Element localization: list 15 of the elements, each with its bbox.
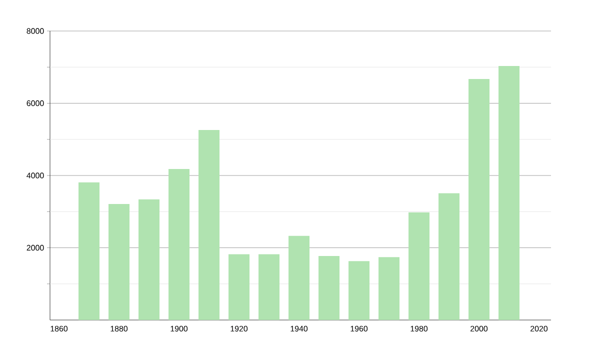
bar — [168, 169, 190, 320]
bar — [288, 236, 310, 320]
bar — [318, 256, 340, 320]
bar — [78, 182, 100, 320]
bar — [198, 130, 220, 320]
bar — [498, 66, 520, 320]
bar — [108, 204, 130, 320]
bar — [468, 79, 490, 320]
bar — [438, 193, 460, 320]
bar — [228, 254, 250, 320]
bar — [408, 212, 430, 320]
bar — [348, 261, 370, 320]
bar — [378, 257, 400, 320]
bar — [138, 199, 160, 320]
bar — [258, 254, 280, 320]
